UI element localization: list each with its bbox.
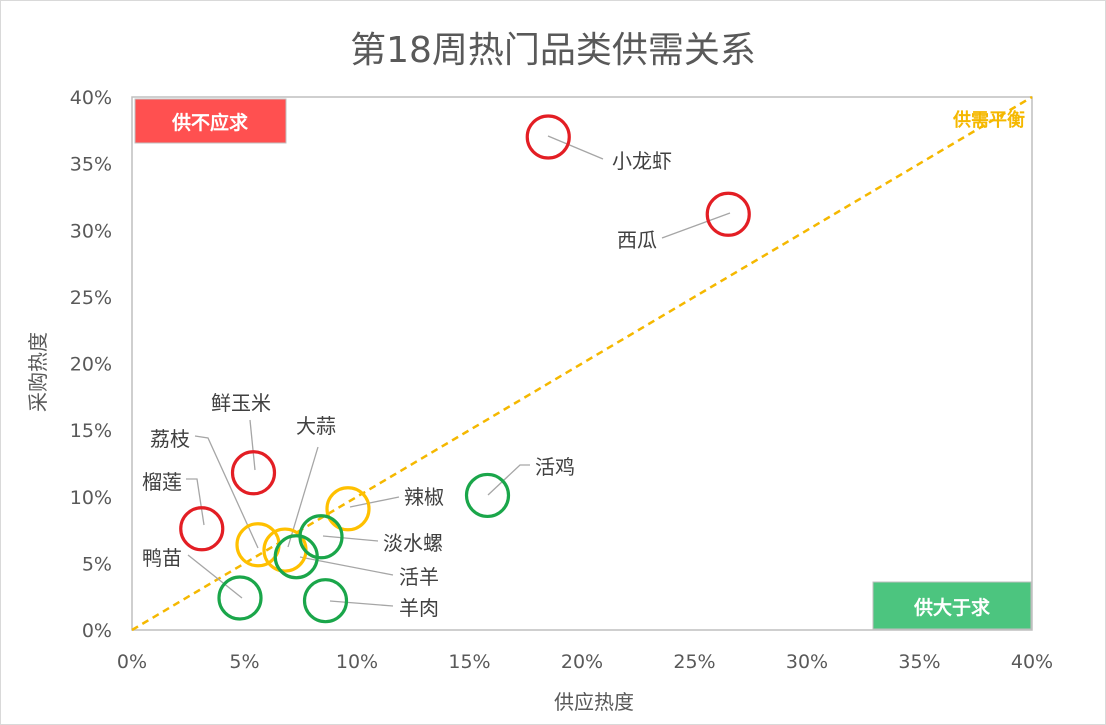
scatter-point-4: [179, 506, 225, 552]
scatter-point-8: [464, 472, 511, 519]
point-label: 西瓜: [617, 228, 657, 252]
x-tick-label: 40%: [1011, 651, 1053, 673]
point-label: 活羊: [399, 565, 439, 589]
y-tick-label: 25%: [70, 287, 112, 309]
scatter-point-10: [273, 534, 319, 580]
y-tick-label: 30%: [70, 220, 112, 242]
scatter-point-11: [217, 575, 263, 621]
leader-line: [322, 535, 379, 542]
y-tick-label: 15%: [70, 420, 112, 442]
leader-line: [487, 464, 530, 496]
leader-line: [187, 554, 243, 599]
y-tick-label: 20%: [70, 354, 112, 376]
point-label: 淡水螺: [383, 531, 443, 555]
scatter-point-5: [235, 522, 281, 568]
point-label: 榴莲: [142, 470, 182, 494]
chart-title: 第18周热门品类供需关系: [350, 30, 756, 71]
y-tick-label: 0%: [82, 620, 112, 642]
scatter-point-7: [325, 486, 371, 532]
y-tick-label: 5%: [82, 553, 112, 575]
point-label: 辣椒: [404, 485, 444, 509]
point-label: 羊肉: [399, 596, 439, 620]
balance-label: 供需平衡: [952, 109, 1025, 131]
y-tick-label: 10%: [70, 487, 112, 509]
scatter-point-2: [705, 191, 751, 237]
leader-line: [329, 600, 394, 607]
leader-line: [186, 478, 205, 526]
x-axis-title: 供应热度: [554, 690, 634, 714]
leader-line: [249, 419, 256, 471]
scatter-point-1: [525, 114, 571, 160]
leader-line: [661, 212, 731, 239]
quadrant-label-shortage: 供不应求: [134, 98, 287, 144]
point-label: 大蒜: [296, 414, 336, 438]
point-label: 小龙虾: [612, 149, 672, 173]
point-label: 鲜玉米: [211, 391, 271, 415]
scatter-point-12: [302, 578, 349, 624]
leader-line: [194, 435, 259, 549]
y-tick-label: 40%: [70, 87, 112, 109]
quadrant-label-surplus: 供大于求: [872, 581, 1032, 630]
x-tick-label: 35%: [898, 651, 940, 673]
quadrant-label-shortage-text: 供不应求: [171, 111, 249, 134]
point-label: 鸭苗: [142, 546, 182, 570]
y-axis-title: 采购热度: [26, 332, 50, 412]
x-tick-label: 10%: [336, 651, 378, 673]
x-tick-label: 30%: [786, 651, 828, 673]
point-label: 活鸡: [535, 455, 575, 479]
x-tick-label: 25%: [673, 651, 715, 673]
x-tick-label: 0%: [117, 651, 147, 673]
leader-line: [349, 496, 400, 508]
x-tick-label: 5%: [229, 651, 259, 673]
quadrant-label-surplus-text: 供大于求: [913, 596, 991, 619]
plot-area: [131, 96, 1033, 631]
x-tick-label: 15%: [448, 651, 490, 673]
scatter-point-3: [230, 450, 277, 496]
point-label: 荔枝: [150, 427, 190, 451]
y-tick-label: 35%: [70, 154, 112, 176]
balance-line: [131, 95, 1033, 632]
leader-line: [547, 135, 604, 160]
x-tick-label: 20%: [561, 651, 603, 673]
